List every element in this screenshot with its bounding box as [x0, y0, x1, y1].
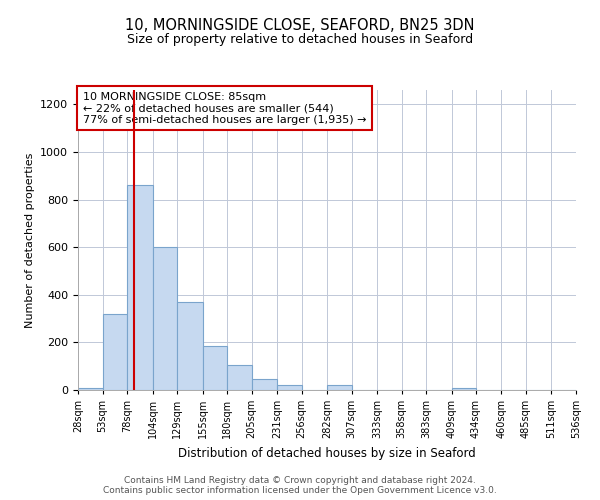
Text: 10 MORNINGSIDE CLOSE: 85sqm
← 22% of detached houses are smaller (544)
77% of se: 10 MORNINGSIDE CLOSE: 85sqm ← 22% of det…	[83, 92, 367, 124]
X-axis label: Distribution of detached houses by size in Seaford: Distribution of detached houses by size …	[178, 446, 476, 460]
Bar	[227, 365, 251, 390]
Bar	[152, 247, 177, 390]
Bar	[127, 185, 152, 390]
Text: Contains HM Land Registry data © Crown copyright and database right 2024.
Contai: Contains HM Land Registry data © Crown c…	[103, 476, 497, 495]
Text: 10, MORNINGSIDE CLOSE, SEAFORD, BN25 3DN: 10, MORNINGSIDE CLOSE, SEAFORD, BN25 3DN	[125, 18, 475, 32]
Bar	[452, 388, 476, 390]
Bar	[78, 388, 103, 390]
Bar	[203, 346, 227, 390]
Bar	[251, 380, 277, 390]
Bar	[177, 302, 203, 390]
Y-axis label: Number of detached properties: Number of detached properties	[25, 152, 35, 328]
Bar	[103, 314, 127, 390]
Text: Size of property relative to detached houses in Seaford: Size of property relative to detached ho…	[127, 32, 473, 46]
Bar	[277, 385, 302, 390]
Bar	[327, 385, 352, 390]
